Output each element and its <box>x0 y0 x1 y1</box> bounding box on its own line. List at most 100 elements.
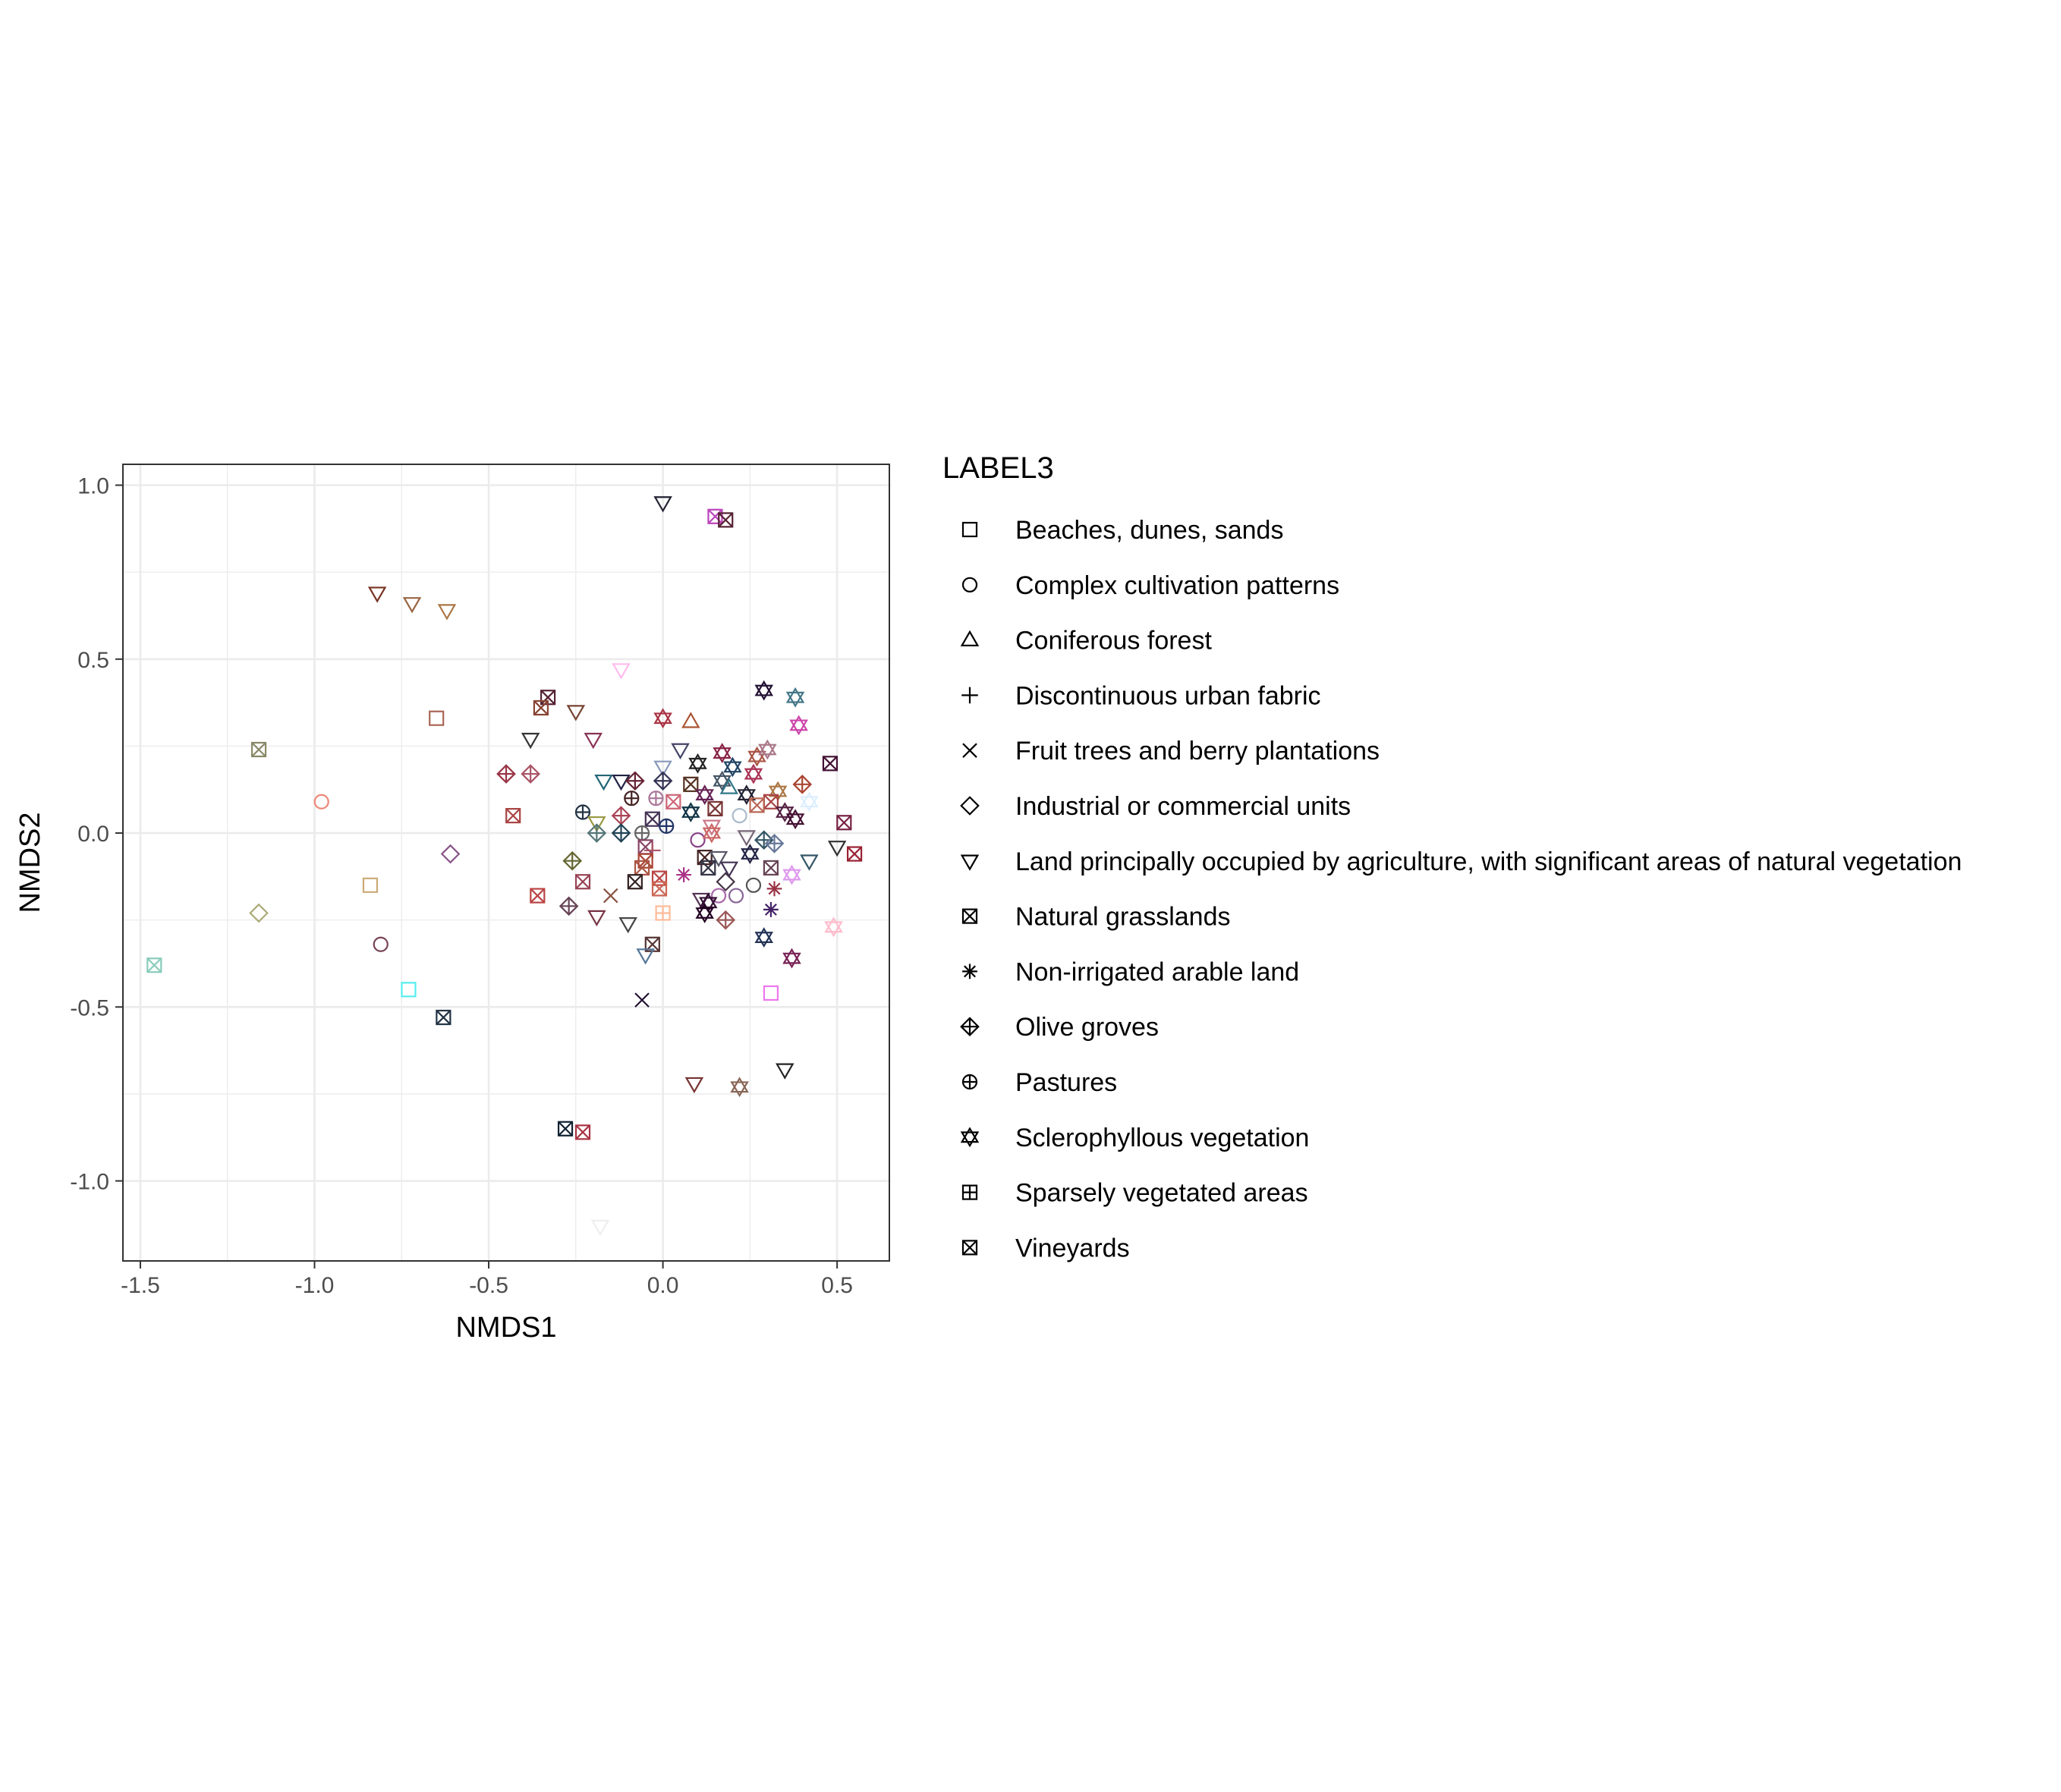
y-tick-label: 1.0 <box>77 474 109 499</box>
data-point <box>745 877 762 893</box>
data-point <box>612 663 631 680</box>
legend-label: Vineyards <box>1015 1234 1130 1262</box>
grid-major <box>123 464 889 1261</box>
y-tick-label: -1.0 <box>70 1170 109 1195</box>
data-point <box>763 901 779 917</box>
data-point <box>574 874 591 890</box>
data-point <box>846 846 863 862</box>
data-point <box>250 741 267 758</box>
data-point <box>824 916 843 938</box>
data-point <box>634 992 650 1008</box>
data-point <box>822 756 839 772</box>
data-point <box>651 881 668 897</box>
data-point <box>723 756 742 778</box>
data-point <box>713 770 732 791</box>
data-point <box>648 791 664 806</box>
data-point <box>728 888 744 904</box>
legend-key <box>960 796 980 816</box>
plot-panel-background <box>123 464 889 1261</box>
data-point <box>594 774 613 791</box>
legend-key <box>960 854 980 871</box>
x-axis-ticks: -1.5 -1.0 -0.5 0.0 0.5 <box>121 1261 853 1298</box>
legend-label: Fruit trees and berry plantations <box>1015 737 1380 766</box>
data-point <box>659 818 675 834</box>
data-point <box>719 778 739 794</box>
data-point <box>800 854 819 871</box>
legend-label: Natural grasslands <box>1015 903 1230 932</box>
data-point <box>789 715 808 736</box>
legend-label: Land principally occupied by agriculture… <box>1015 847 1962 876</box>
legend-label: Coniferous forest <box>1015 627 1212 655</box>
data-point <box>655 905 671 921</box>
legend-label: Discontinuous urban fabric <box>1015 681 1321 710</box>
data-point <box>782 948 801 969</box>
legend-label: Beaches, dunes, sands <box>1015 516 1283 545</box>
data-point <box>709 850 728 868</box>
data-point <box>766 881 782 897</box>
data-point <box>437 604 457 621</box>
data-point <box>584 732 603 750</box>
data-point <box>776 1063 795 1080</box>
legend-label: Industrial or commercial units <box>1015 792 1351 821</box>
data-point <box>702 822 722 844</box>
x-tick-label: -1.5 <box>121 1273 160 1298</box>
legend-label: Pastures <box>1015 1068 1117 1097</box>
legend-key <box>961 1184 978 1200</box>
data-point <box>707 800 723 817</box>
data-point <box>402 597 422 614</box>
legend-label: Sclerophyllous vegetation <box>1015 1124 1309 1152</box>
legend-key <box>962 964 977 979</box>
y-tick-label: 0.0 <box>77 822 109 847</box>
data-point <box>695 903 714 923</box>
x-tick-label: 0.0 <box>647 1273 679 1298</box>
data-point <box>624 791 640 806</box>
data-point <box>716 872 736 892</box>
x-tick-label: 0.5 <box>821 1273 853 1298</box>
data-point <box>625 771 645 791</box>
data-point <box>611 823 631 843</box>
data-point <box>401 982 417 998</box>
x-tick-label: -1.0 <box>295 1273 335 1298</box>
legend-key <box>960 1017 980 1037</box>
y-axis-ticks: 1.0 0.5 0.0 -0.5 -1.0 <box>70 474 123 1195</box>
data-point <box>681 802 700 822</box>
legend-key <box>961 1074 978 1090</box>
legend-entries: Beaches, dunes, sands Complex cultivation… <box>960 516 1962 1262</box>
data-point <box>764 833 785 854</box>
data-point <box>782 864 801 885</box>
data-point <box>683 776 699 792</box>
data-point <box>732 808 747 824</box>
data-point <box>587 816 606 833</box>
data-point <box>566 705 586 722</box>
data-point <box>373 936 389 952</box>
y-tick-label: 0.5 <box>77 648 109 673</box>
data-point <box>716 910 736 930</box>
data-point <box>440 844 461 864</box>
x-axis-title: NMDS1 <box>455 1312 556 1344</box>
data-point <box>665 794 681 810</box>
data-point <box>737 830 757 847</box>
legend-key <box>961 577 978 593</box>
plot-panel-border <box>122 464 890 1262</box>
data-point <box>710 888 727 904</box>
data-point <box>313 794 329 810</box>
grid-minor <box>123 464 889 1261</box>
data-point <box>436 1009 452 1026</box>
data-point <box>719 861 739 878</box>
data-point <box>590 1219 610 1237</box>
data-point <box>827 841 847 857</box>
data-point <box>681 712 700 728</box>
data-point <box>562 850 583 871</box>
data-point <box>367 586 387 603</box>
data-point <box>618 916 637 934</box>
x-tick-label: -0.5 <box>469 1273 508 1298</box>
legend-key <box>961 687 978 704</box>
data-point <box>758 739 777 760</box>
data-point <box>636 948 655 965</box>
legend-key <box>962 743 977 758</box>
data-point <box>146 957 162 973</box>
data-point <box>644 811 660 827</box>
data-point <box>496 764 516 784</box>
legend-label: Non-irrigated arable land <box>1015 957 1299 986</box>
